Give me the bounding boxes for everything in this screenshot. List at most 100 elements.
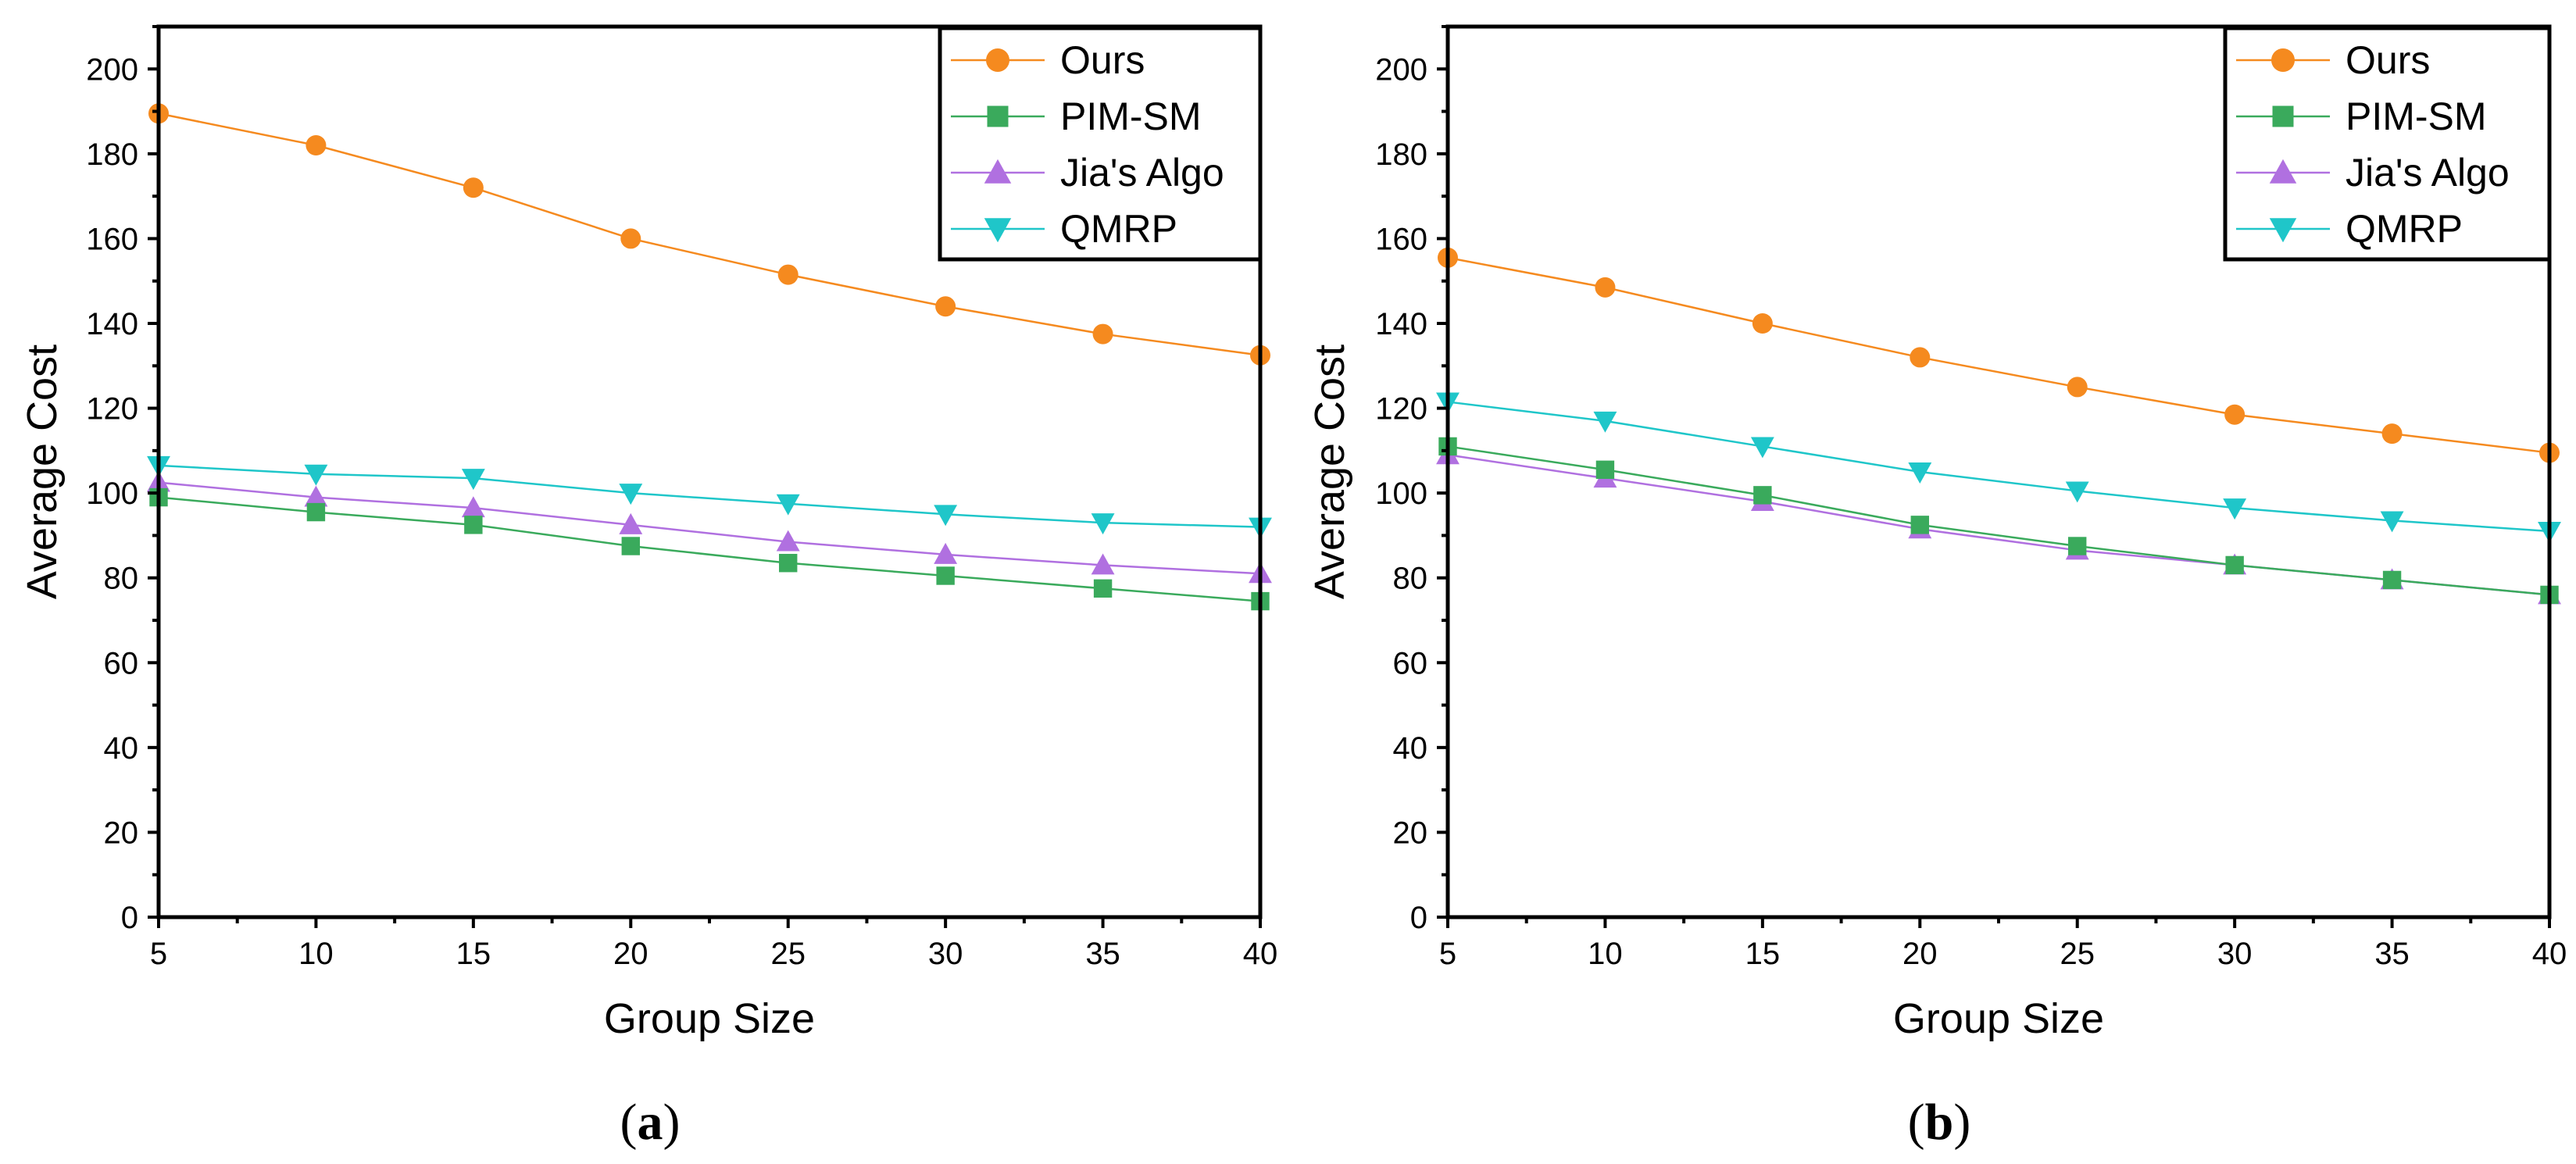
x-tick-label: 35 [2374,937,2410,971]
legend-label: Ours [1060,38,1145,82]
data-point-qmrp [776,494,800,516]
data-point-ours [305,135,327,155]
y-tick-label: 40 [104,731,139,766]
series-line-pim-sm [158,496,1261,602]
series-line-qmrp [1447,401,2550,533]
y-tick-label: 180 [1375,137,1427,172]
y-tick-label: 180 [86,137,138,172]
data-point-jia-s-algo [776,530,800,552]
y-axis-title: Average Cost [1306,345,1353,599]
y-tick-label: 200 [86,52,138,87]
series-layer [1436,247,2561,605]
x-tick-label: 15 [1745,937,1781,971]
data-point-pim-sm [936,566,955,585]
data-point-qmrp [2380,511,2404,533]
y-tick-label: 20 [1393,816,1428,850]
y-axis-title: Average Cost [19,345,66,599]
legend-marker [2269,159,2297,184]
x-tick-label: 10 [1588,937,1623,971]
y-tick-label: 140 [86,307,138,341]
x-tick-label: 35 [1085,937,1120,971]
data-point-pim-sm [306,502,326,522]
y-tick-label: 0 [121,901,138,935]
data-point-pim-sm [621,537,640,555]
y-tick-label: 60 [1393,646,1428,680]
y-tick-label: 120 [1375,392,1427,427]
data-point-ours [1595,277,1616,298]
data-point-ours [1092,323,1113,345]
y-tick-label: 80 [104,562,139,596]
series-line-ours [1447,256,2550,454]
y-tick-label: 200 [1375,52,1427,87]
x-tick-label: 25 [2060,937,2095,971]
legend-marker [2269,218,2297,243]
legend-entries: Ours PIM-SM Jia's Algo QMRP [2236,38,2510,251]
data-point-ours [2224,404,2246,425]
data-point-ours [2381,423,2403,445]
data-point-qmrp [1091,513,1115,535]
legend-label: Ours [2346,38,2430,82]
data-point-qmrp [619,484,643,505]
legend-marker [987,105,1009,127]
data-point-pim-sm [1753,486,1772,505]
y-tick-label: 160 [86,222,138,256]
panel-b: 5 10 15 20 25 30 35 40 0 20 40 60 80 100 120 140 160 180 2… [1306,24,2567,1151]
x-tick-label: 5 [150,937,167,971]
data-point-ours [777,264,799,285]
x-tick-label: 40 [2532,937,2567,971]
data-point-jia-s-algo [619,512,643,534]
legend-marker [986,48,1009,72]
series-line-qmrp [158,464,1261,528]
legend-marker [984,159,1012,184]
data-point-ours [2067,377,2088,398]
data-point-jia-s-algo [1091,553,1115,575]
legend: Ours PIM-SM Jia's Algo QMRP [2223,26,2552,262]
y-tick-label: 100 [1375,477,1427,511]
data-point-ours [1910,347,1931,368]
series-line-jia-s-algo [158,481,1261,575]
y-tick-label: 0 [1410,901,1427,935]
panel-a: 5 10 15 20 25 30 35 40 0 20 40 60 80 100 120 140 160 180 2… [19,24,1278,1151]
x-tick-label: 30 [928,937,963,971]
data-point-qmrp [934,505,958,527]
x-tick-label: 15 [456,937,491,971]
data-point-qmrp [461,469,485,491]
legend-label: Jia's Algo [1060,151,1224,195]
data-point-pim-sm [1910,516,1929,534]
caption: (b) [1908,1094,1971,1151]
data-point-pim-sm [1595,460,1615,479]
y-tick-label: 40 [1393,731,1428,766]
data-point-jia-s-algo [461,496,485,518]
data-point-qmrp [1750,437,1774,459]
data-point-jia-s-algo [304,485,328,507]
y-tick-label: 60 [104,646,139,680]
ticks-layer: 5 10 15 20 25 30 35 40 0 20 40 60 80 100 120 140 160 180 2… [86,25,1278,971]
data-point-ours [935,296,956,317]
data-point-pim-sm [1093,579,1113,598]
data-point-pim-sm [779,554,798,573]
x-tick-label: 25 [770,937,806,971]
data-point-qmrp [304,464,328,486]
x-axis-title: Group Size [604,995,815,1042]
data-point-jia-s-algo [934,542,958,564]
y-tick-label: 120 [86,392,138,427]
legend-label: Jia's Algo [2346,151,2510,195]
x-tick-label: 5 [1439,937,1456,971]
legend-marker [984,218,1012,243]
x-tick-label: 20 [1903,937,1938,971]
series-line-pim-sm [1447,445,2550,596]
data-point-pim-sm [2225,555,2244,575]
data-point-qmrp [1908,462,1932,484]
caption: (a) [620,1094,681,1151]
legend-label: PIM-SM [1060,95,1202,138]
data-point-qmrp [2065,481,2089,503]
data-point-ours [1752,313,1773,334]
data-point-pim-sm [2068,537,2087,555]
x-tick-label: 40 [1243,937,1278,971]
y-tick-label: 20 [104,816,139,850]
y-tick-label: 80 [1393,562,1428,596]
data-point-pim-sm [464,516,483,534]
data-point-ours [620,228,641,249]
x-tick-label: 20 [613,937,648,971]
x-tick-label: 30 [2217,937,2253,971]
